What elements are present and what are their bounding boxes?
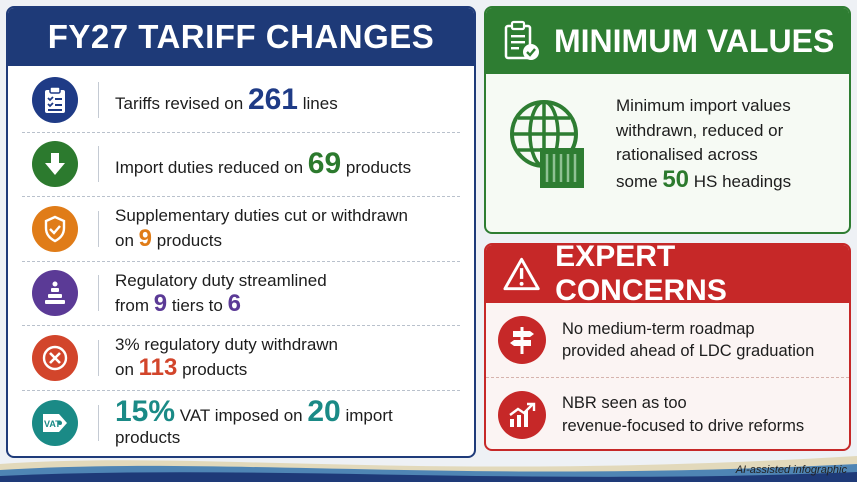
arrow-down-icon: [32, 141, 78, 188]
row-text: products: [345, 158, 412, 178]
svg-text:VAT: VAT: [44, 419, 61, 429]
minimum-values-panel: MINIMUM VALUES Minimum import values wit…: [484, 6, 851, 234]
signpost-icon: [498, 316, 546, 364]
list-item: 3% regulatory duty withdrawn on 113 prod…: [22, 326, 460, 391]
body-text: withdrawn, reduced or: [616, 120, 784, 140]
list-item: Regulatory duty streamlined from 9 tiers…: [22, 262, 460, 326]
row-text: from: [115, 295, 149, 315]
row-number: 69: [307, 147, 342, 181]
globe-container-icon: [510, 100, 584, 189]
body-text: rationalised across: [616, 145, 758, 165]
list-item: VAT 15% VAT imposed on 20 import product…: [22, 391, 460, 456]
concern-text: NBR seen as too: [562, 394, 687, 413]
list-item: Tariffs revised on 261 lines: [22, 68, 460, 133]
body-text: Minimum import values: [616, 96, 791, 115]
row-number: 9: [153, 289, 168, 317]
concern-text: No medium-term roadmap: [562, 319, 755, 338]
row-number: 261: [247, 82, 298, 116]
chart-up-icon: [498, 390, 546, 439]
row-number: 15%: [115, 394, 176, 428]
clipboard-checklist-icon: [32, 76, 78, 123]
vat-tag-icon: VAT: [32, 399, 78, 446]
list-item: Supplementary duties cut or withdrawn on…: [22, 197, 460, 262]
row-number: 6: [227, 289, 241, 317]
list-item: NBR seen as too revenue-focused to drive…: [486, 377, 849, 449]
tariff-changes-title: FY27 TARIFF CHANGES: [8, 8, 474, 66]
body-text: HS headings: [693, 171, 792, 191]
row-text: Regulatory duty streamlined: [115, 270, 327, 290]
row-number: 20: [307, 394, 341, 428]
body-text: some: [616, 171, 658, 191]
warning-triangle-icon: [503, 257, 540, 291]
hs-headings-number: 50: [662, 165, 690, 193]
row-text: on: [115, 231, 134, 251]
shield-check-icon: [32, 205, 78, 252]
tariff-changes-panel: FY27 TARIFF CHANGES Tariffs revised on 2…: [6, 6, 476, 458]
row-text: tiers to: [171, 295, 223, 315]
decorative-wave: [0, 456, 857, 482]
row-text: Tariffs revised on: [115, 93, 244, 113]
row-text: lines: [302, 93, 338, 113]
row-text: Import duties reduced on: [115, 158, 304, 178]
minimum-values-title: MINIMUM VALUES: [554, 22, 835, 59]
row-text: Supplementary duties cut or withdrawn: [115, 206, 408, 226]
list-item: Import duties reduced on 69 products: [22, 133, 460, 197]
list-item: No medium-term roadmap provided ahead of…: [486, 303, 849, 377]
expert-concerns-panel: EXPERT CONCERNS No medium-term roadmap p…: [484, 243, 851, 451]
cross-circle-icon: [32, 334, 78, 381]
row-text: 3% regulatory duty withdrawn: [115, 335, 339, 355]
tiered-pyramid-icon: [32, 270, 78, 317]
row-number: 113: [138, 354, 178, 382]
expert-concerns-title: EXPERT CONCERNS: [555, 243, 727, 307]
row-text: on: [115, 360, 134, 380]
row-text: products: [182, 360, 248, 380]
row-text: products: [156, 231, 222, 251]
concern-text: revenue-focused to drive reforms: [562, 416, 805, 435]
row-text: import products: [115, 405, 393, 447]
footer-note: AI-assisted infographic: [735, 464, 847, 476]
row-text: VAT imposed on: [179, 405, 303, 425]
row-number: 9: [138, 225, 153, 253]
concern-text: provided ahead of LDC graduation: [562, 342, 815, 360]
document-check-icon: [504, 20, 539, 60]
